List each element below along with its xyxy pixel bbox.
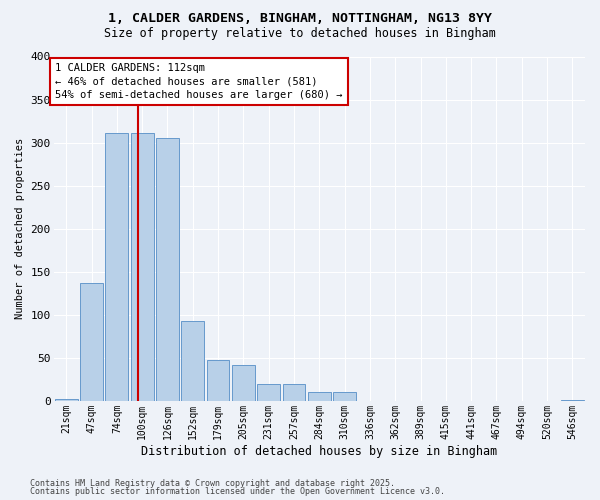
Text: Contains public sector information licensed under the Open Government Licence v3: Contains public sector information licen… (30, 487, 445, 496)
Text: 1, CALDER GARDENS, BINGHAM, NOTTINGHAM, NG13 8YY: 1, CALDER GARDENS, BINGHAM, NOTTINGHAM, … (108, 12, 492, 26)
Bar (80, 283, 103, 401)
Text: 1 CALDER GARDENS: 112sqm
← 46% of detached houses are smaller (581)
54% of semi-: 1 CALDER GARDENS: 112sqm ← 46% of detach… (55, 64, 343, 100)
Bar (206, 360, 229, 401)
Y-axis label: Number of detached properties: Number of detached properties (15, 138, 25, 320)
Text: Size of property relative to detached houses in Bingham: Size of property relative to detached ho… (104, 28, 496, 40)
Bar (181, 321, 204, 401)
Text: Contains HM Land Registry data © Crown copyright and database right 2025.: Contains HM Land Registry data © Crown c… (30, 478, 395, 488)
Bar (156, 138, 179, 401)
Bar (55, 399, 77, 401)
X-axis label: Distribution of detached houses by size in Bingham: Distribution of detached houses by size … (141, 444, 497, 458)
Bar (232, 365, 255, 401)
Bar (333, 392, 356, 401)
Bar (257, 384, 280, 401)
Bar (106, 133, 128, 401)
Bar (283, 384, 305, 401)
Bar (561, 400, 584, 401)
Bar (131, 133, 154, 401)
Bar (308, 392, 331, 401)
